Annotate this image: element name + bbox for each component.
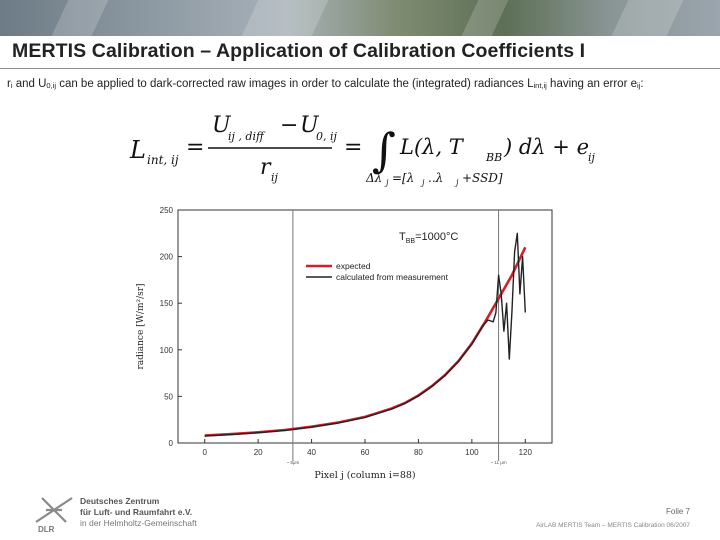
legend-label: expected — [336, 261, 371, 271]
x-axis-label: Pixel j (column i=88) — [314, 470, 415, 481]
svg-text:U: U — [300, 113, 320, 138]
y-tick-label: 200 — [160, 253, 174, 262]
svg-text:=[λ: =[λ — [392, 171, 414, 185]
svg-text:int, ij: int, ij — [147, 153, 179, 167]
footer-note: AirLAB MERTIS Team – MERTIS Calibration … — [536, 522, 690, 529]
svg-text:U: U — [212, 113, 232, 138]
radiance-chart: radiance [W/m²/sr] Pixel j (column i=88) ~… — [136, 206, 553, 481]
temperature-annotation: TBB=1000°C — [399, 231, 458, 245]
y-axis-label: radiance [W/m²/sr] — [136, 283, 146, 369]
svg-text:∫: ∫ — [372, 123, 396, 177]
svg-text:j: j — [384, 178, 389, 187]
x-tick-label: 0 — [202, 448, 207, 457]
dlr-logo: DLR — [35, 497, 73, 534]
radiance-formula: L int, ij = U ij , diff − U 0, ij r ij =… — [129, 113, 596, 187]
svg-text:+SSD]: +SSD] — [462, 171, 503, 185]
series-line-measured — [204, 232, 526, 437]
svg-text:Δλ: Δλ — [365, 171, 382, 185]
svg-text:j: j — [420, 178, 425, 187]
x-tick-label: 40 — [307, 448, 316, 457]
page-number: Folie 7 — [665, 507, 690, 516]
svg-text:=: = — [344, 135, 362, 160]
slide-title: MERTIS Calibration – Application of Cali… — [12, 40, 586, 62]
svg-text:−: − — [280, 113, 298, 138]
wavelength-marker-label: ~ 11 μm — [490, 460, 506, 465]
x-tick-label: 20 — [254, 448, 263, 457]
legend-label: calculated from measurement — [336, 272, 449, 282]
plot-area — [177, 209, 553, 444]
x-tick-label: 60 — [361, 448, 370, 457]
svg-text:) dλ + e: ) dλ + e — [503, 135, 589, 159]
x-tick-label: 80 — [414, 448, 423, 457]
svg-text:L(λ, T: L(λ, T — [399, 135, 465, 159]
svg-text:0, ij: 0, ij — [316, 130, 338, 143]
wavelength-marker-label: ~ 8μm — [287, 460, 300, 465]
dlr-name: Deutsches Zentrum für Luft- und Raumfahr… — [80, 496, 197, 528]
intro-text: ri and U0,ij can be applied to dark-corr… — [7, 78, 644, 90]
x-tick-label: 120 — [519, 448, 533, 457]
y-tick-label: 50 — [164, 392, 173, 401]
y-tick-label: 250 — [160, 206, 174, 215]
header-banner-image — [0, 0, 720, 36]
svg-text:DLR: DLR — [38, 525, 55, 534]
svg-text:ij: ij — [588, 151, 596, 164]
svg-text:..λ: ..λ — [428, 171, 443, 185]
title-divider — [0, 68, 720, 69]
y-tick-label: 100 — [160, 346, 174, 355]
svg-text:=: = — [186, 135, 204, 160]
svg-text:r: r — [260, 155, 272, 180]
svg-text:ij , diff: ij , diff — [228, 130, 266, 143]
svg-text:BB: BB — [485, 151, 502, 164]
svg-text:L: L — [129, 136, 146, 164]
y-tick-label: 0 — [169, 439, 174, 448]
y-tick-label: 150 — [160, 299, 174, 308]
svg-text:ij: ij — [271, 171, 279, 184]
x-tick-label: 100 — [465, 448, 479, 457]
svg-text:j: j — [454, 178, 459, 187]
